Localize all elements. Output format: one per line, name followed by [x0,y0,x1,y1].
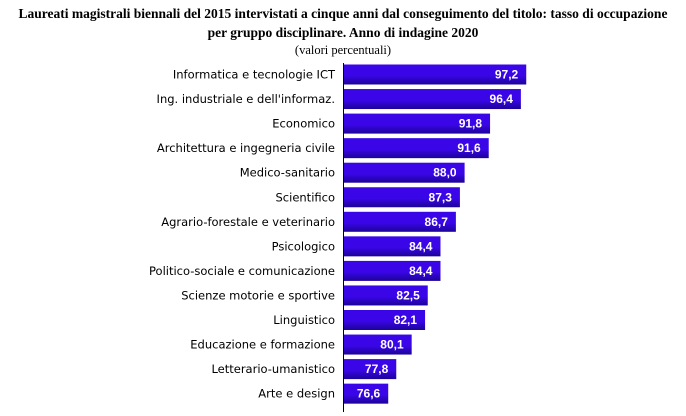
bar [344,285,428,306]
category-label: Informatica e tecnologie ICT [173,68,336,82]
category-label: Scientifico [276,190,336,204]
bar [344,260,441,281]
category-label: Architettura e ingegneria civile [157,141,335,155]
category-label: Letterario-umanistico [211,362,335,376]
bar [344,89,521,110]
category-label: Scienze motorie e sportive [181,288,335,302]
category-label: Psicologico [272,239,335,253]
chart-title: Laureati magistrali biennali del 2015 in… [0,4,686,42]
category-label: Medico-sanitario [240,166,335,180]
value-label: 91,6 [457,141,481,155]
bar [344,236,441,257]
value-label: 87,3 [429,190,453,204]
category-label: Arte e design [258,387,335,401]
bar [344,113,491,134]
value-label: 80,1 [380,338,404,352]
bar [344,359,397,380]
bar [344,138,489,159]
bar [344,383,389,404]
value-label: 76,6 [357,387,381,401]
bar [344,211,456,232]
chart-title-line-1: Laureati magistrali biennali del 2015 in… [18,6,668,21]
bar [344,310,426,330]
chart-subtitle: (valori percentuali) [294,43,392,57]
value-label: 84,4 [409,264,433,278]
chart-title-line-2: per gruppo disciplinare. Anno di indagin… [207,25,479,40]
bar [344,334,412,355]
category-label: Educazione e formazione [190,338,335,352]
category-label: Linguistico [273,313,335,327]
value-label: 97,2 [495,68,519,82]
bar [344,64,527,85]
value-label: 82,5 [396,288,420,302]
value-label: 88,0 [433,166,457,180]
category-label: Ing. industriale e dell'informaz. [157,92,335,106]
category-label: Politico-sociale e comunicazione [149,264,335,278]
value-label: 77,8 [365,362,389,376]
value-label: 84,4 [409,239,433,253]
category-label: Economico [272,117,335,131]
value-label: 82,1 [394,313,418,327]
bar [344,187,460,208]
bars-layer: Informatica e tecnologie ICT 97,2 Ing. ind… [149,64,527,404]
value-label: 91,8 [459,117,483,131]
bar [344,162,465,183]
value-label: 86,7 [425,215,449,229]
value-label: 96,4 [490,92,514,106]
category-label: Agrario-forestale e veterinario [161,215,335,229]
